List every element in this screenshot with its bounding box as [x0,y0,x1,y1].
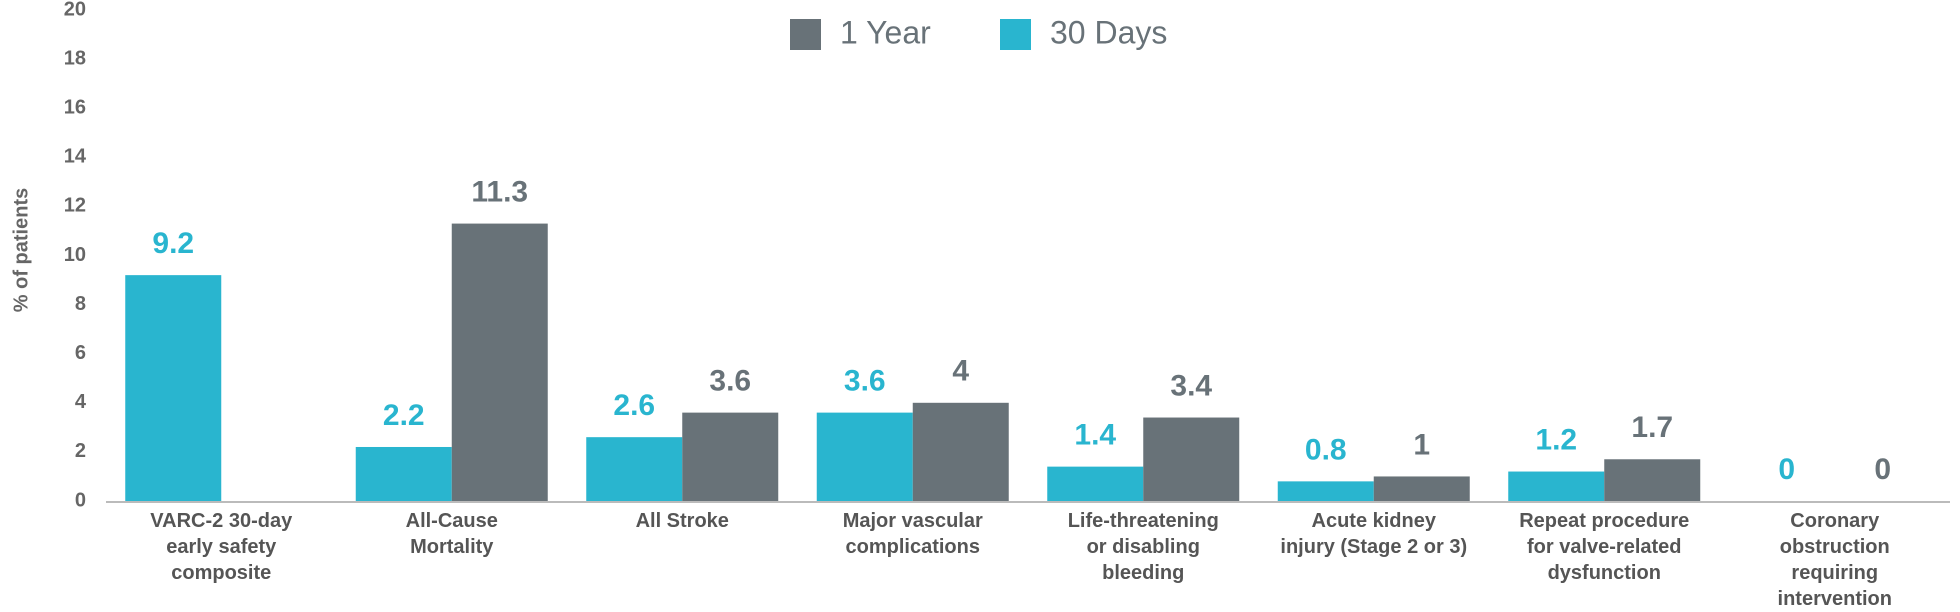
x-tick-label-line: Repeat procedure [1519,510,1689,532]
bar [1277,481,1374,501]
bar [816,412,913,501]
x-tick-label-line: complications [846,536,980,558]
value-label: 4 [952,355,969,388]
bar [1508,471,1605,501]
x-tick-label-line: Mortality [410,536,494,558]
value-label: 0.8 [1305,433,1347,466]
value-label: 9.2 [152,227,194,260]
x-tick-label: All Stroke [636,510,729,532]
x-tick-label: All-Cause Mortality [406,510,498,558]
value-label: 0 [1778,453,1795,486]
value-label: 1.4 [1074,419,1116,452]
y-tick-label: 8 [75,293,86,315]
y-tick-label: 20 [64,0,86,20]
x-tick-label-line: All-Cause [406,510,498,532]
value-label: 1.7 [1631,411,1673,444]
x-tick-label-line: dysfunction [1548,562,1661,584]
bar [912,402,1009,501]
bar [682,412,779,501]
x-tick-label-line: requiring [1791,562,1878,584]
x-tick-label: Life-threatening or disabling bleeding [1068,510,1219,584]
legend-label: 30 Days [1050,14,1167,50]
x-tick-label-line: Major vascular [843,510,983,532]
value-label: 11.3 [471,176,528,209]
x-tick-label-line: All Stroke [636,510,729,532]
y-tick-label: 10 [64,244,86,266]
value-label: 0 [1874,453,1891,486]
y-tick-label: 4 [75,391,87,413]
legend-swatch [1000,19,1031,50]
x-tick-label-line: composite [171,562,271,584]
y-tick-label: 2 [75,440,86,462]
y-tick-label: 16 [64,96,86,118]
y-tick-label: 12 [64,195,86,217]
x-tick-label: VARC-2 30-day early safety composite [150,510,293,584]
x-tick-label-line: Coronary [1790,510,1880,532]
x-tick-label-line: Life-threatening [1068,510,1219,532]
y-tick-label: 18 [64,47,86,69]
x-tick-label-line: for valve-related [1527,536,1682,558]
value-label: 1 [1413,428,1430,461]
value-label: 3.4 [1170,369,1212,402]
value-label: 3.6 [709,365,751,398]
y-axis-title: % of patients [10,188,32,312]
x-tick-label: Acute kidney injury (Stage 2 or 3) [1280,510,1467,558]
x-tick-label-line: injury (Stage 2 or 3) [1280,536,1467,558]
x-tick-label-line: early safety [166,536,277,558]
x-tick-label-line: or disabling [1087,536,1200,558]
value-label: 3.6 [844,365,886,398]
x-tick-label: Coronary obstruction requiring intervention [1778,510,1892,610]
value-label: 1.2 [1535,423,1577,456]
y-tick-label: 0 [75,489,86,511]
x-tick-label: Major vascular complications [843,510,983,558]
bar [1373,476,1470,501]
bar [586,437,683,501]
y-tick-label: 14 [64,146,87,168]
x-tick-label: Repeat procedure for valve-related dysfunc… [1519,510,1689,584]
x-tick-label-line: bleeding [1102,562,1184,584]
legend-swatch [790,19,821,50]
value-label: 2.2 [383,399,425,432]
value-label: 2.6 [613,389,655,422]
bar [125,275,222,501]
bar [1143,417,1240,501]
bar [451,223,548,501]
bar [355,446,452,501]
legend-label: 1 Year [840,14,931,50]
bar [1047,466,1144,501]
bar [1604,459,1701,501]
x-tick-label-line: intervention [1778,588,1892,610]
x-tick-label-line: VARC-2 30-day [150,510,293,532]
x-tick-label-line: Acute kidney [1312,510,1437,532]
y-tick-label: 6 [75,342,86,364]
x-tick-label-line: obstruction [1780,536,1890,558]
